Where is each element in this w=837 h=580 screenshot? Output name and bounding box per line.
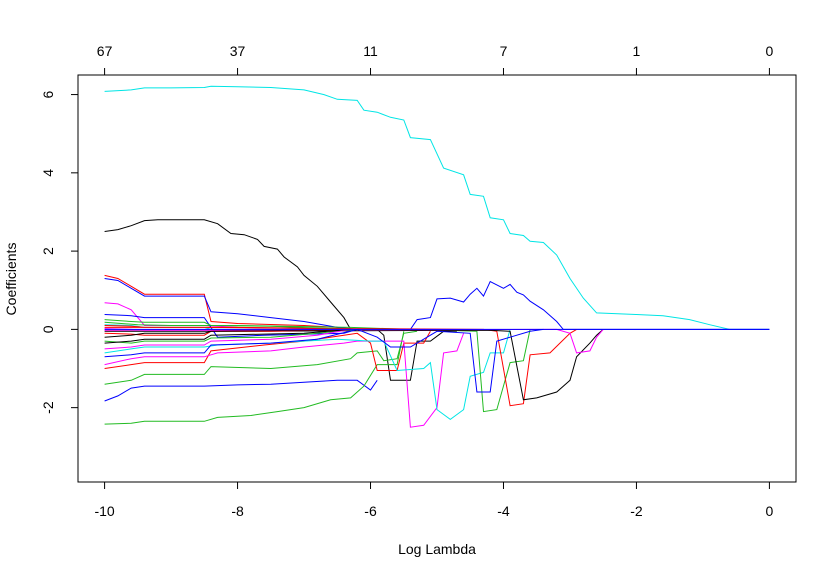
- coefficient-path-4: [104, 274, 358, 330]
- x-tick-label: -8: [231, 503, 244, 519]
- x-tick-label: -6: [364, 503, 377, 519]
- y-tick-label: 6: [40, 90, 56, 98]
- series-layer: [104, 85, 770, 428]
- coefficient-path-7: [104, 330, 418, 385]
- coefficient-path-26: [104, 325, 351, 330]
- x-tick-label: -10: [94, 503, 114, 519]
- coefficient-path-1: [104, 85, 770, 330]
- coefficient-path-11: [104, 333, 465, 428]
- coefficient-path-22: [104, 328, 351, 350]
- top-tick-label: 11: [363, 43, 378, 59]
- y-axis-label: Coefficients: [3, 243, 19, 316]
- y-axis: -2 0 2 4 6: [40, 90, 79, 414]
- coefficient-path-9: [104, 331, 405, 425]
- coefficient-path-5: [104, 278, 358, 330]
- coefficient-path-24: [104, 319, 351, 330]
- coefficient-path-19: [104, 328, 358, 336]
- coefficient-path-15: [104, 329, 604, 401]
- coefficient-path-23: [104, 328, 358, 358]
- coefficient-path-25: [104, 328, 351, 344]
- y-tick-label: 4: [40, 169, 56, 177]
- coefficient-path-3: [357, 280, 770, 330]
- top-tick-label: 67: [97, 43, 113, 59]
- coefficient-path-2: [104, 219, 457, 381]
- coefficient-path-8: [104, 379, 378, 402]
- coefficient-path-21: [104, 328, 351, 338]
- x-tick-label: -4: [497, 503, 510, 519]
- x-axis: -10 -8 -6 -4 -2 0: [94, 481, 774, 519]
- y-tick-label: 0: [40, 325, 56, 333]
- x-tick-label: 0: [766, 503, 774, 519]
- y-tick-label: 2: [40, 247, 56, 255]
- coefficient-path-10: [104, 331, 431, 371]
- x-tick-label: -2: [630, 503, 643, 519]
- top-tick-label: 37: [230, 43, 246, 59]
- coefficient-path-17: [104, 314, 544, 393]
- coefficient-path-12: [104, 329, 511, 421]
- top-tick-label: 0: [766, 43, 774, 59]
- top-tick-label: 1: [633, 43, 641, 59]
- y-tick-label: -2: [40, 401, 56, 414]
- coefficient-path-18: [104, 328, 358, 344]
- top-axis: 67 37 11 7 1 0: [97, 43, 774, 76]
- x-axis-label: Log Lambda: [398, 541, 476, 557]
- top-tick-label: 7: [500, 43, 508, 59]
